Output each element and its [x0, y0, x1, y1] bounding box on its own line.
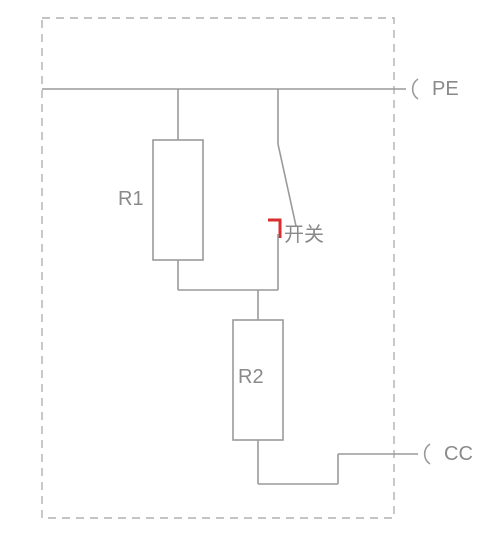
r2-label: R2	[238, 366, 264, 389]
r1-label: R1	[118, 188, 144, 211]
switch-label: 开关	[284, 218, 324, 247]
circuit-svg	[0, 0, 500, 551]
pe-terminal	[413, 79, 418, 99]
pe-label: PE	[432, 78, 459, 101]
switch-arm	[278, 144, 296, 226]
cc-label: CC	[444, 443, 473, 466]
enclosure-border	[42, 18, 394, 518]
circuit-diagram: PE CC R1 R2 开关	[0, 0, 500, 551]
resistor-r1	[153, 140, 203, 260]
cc-terminal	[425, 444, 430, 464]
